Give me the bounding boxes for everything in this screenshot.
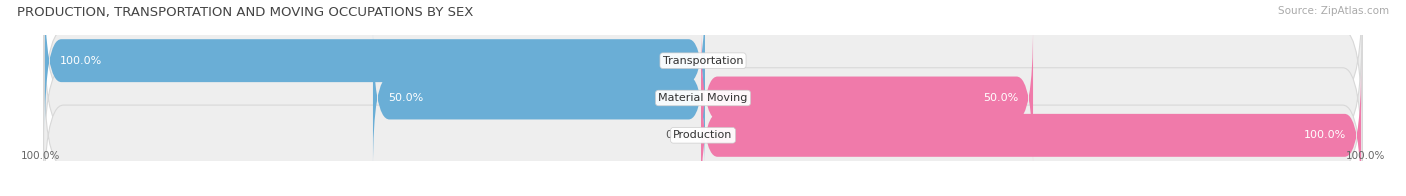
FancyBboxPatch shape — [45, 0, 704, 132]
FancyBboxPatch shape — [702, 64, 1361, 196]
Text: 100.0%: 100.0% — [1303, 130, 1346, 140]
Text: 50.0%: 50.0% — [983, 93, 1018, 103]
Text: 0.0%: 0.0% — [665, 130, 693, 140]
Text: 100.0%: 100.0% — [21, 151, 60, 161]
Text: Transportation: Transportation — [662, 56, 744, 66]
Text: PRODUCTION, TRANSPORTATION AND MOVING OCCUPATIONS BY SEX: PRODUCTION, TRANSPORTATION AND MOVING OC… — [17, 6, 474, 19]
FancyBboxPatch shape — [702, 26, 1033, 170]
FancyBboxPatch shape — [373, 26, 704, 170]
FancyBboxPatch shape — [44, 0, 1362, 142]
Text: Material Moving: Material Moving — [658, 93, 748, 103]
Text: 0.0%: 0.0% — [713, 56, 741, 66]
Text: 50.0%: 50.0% — [388, 93, 423, 103]
Text: Production: Production — [673, 130, 733, 140]
Text: Source: ZipAtlas.com: Source: ZipAtlas.com — [1278, 6, 1389, 16]
FancyBboxPatch shape — [44, 16, 1362, 180]
FancyBboxPatch shape — [44, 54, 1362, 196]
Text: 100.0%: 100.0% — [1346, 151, 1385, 161]
Text: 100.0%: 100.0% — [60, 56, 103, 66]
